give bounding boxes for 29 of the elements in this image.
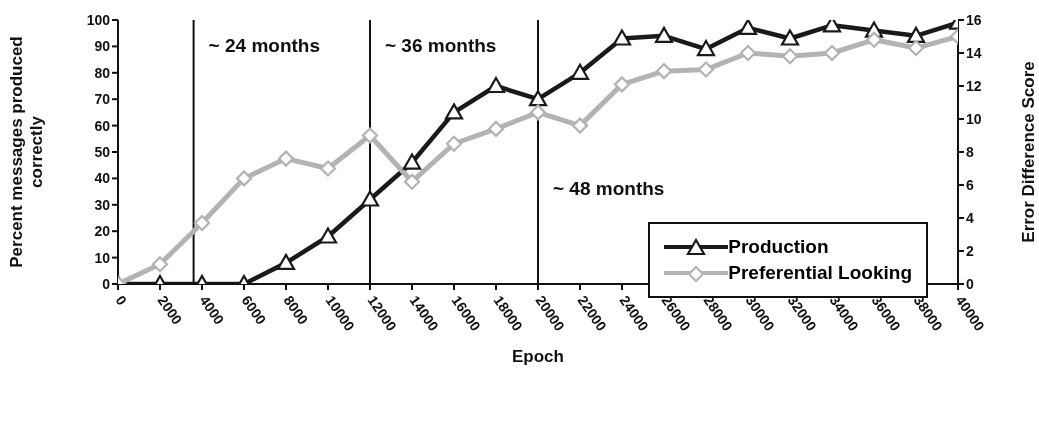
- ref-line-label: ~ 48 months: [553, 178, 665, 199]
- legend-label: Production: [728, 236, 829, 258]
- y2-tick-label: 8: [966, 143, 974, 160]
- y2-tick-label: 14: [966, 44, 982, 61]
- y-tick-label: 100: [86, 11, 111, 28]
- y-tick-label: 30: [94, 196, 111, 213]
- y2-axis-title: Error Difference Score: [1019, 61, 1039, 243]
- y-tick-label: 20: [94, 223, 111, 240]
- y2-tick-label: 16: [966, 11, 982, 28]
- y2-tick-label: 6: [966, 176, 974, 193]
- ref-line-label: ~ 24 months: [208, 35, 321, 56]
- y-tick-label: 70: [94, 91, 111, 108]
- y-tick-label: 10: [94, 249, 111, 266]
- y-tick-label: 50: [94, 143, 111, 160]
- y-tick-label: 90: [94, 38, 111, 55]
- y2-tick-label: 2: [966, 242, 974, 259]
- y-tick-label: 40: [94, 170, 111, 187]
- x-tick-label: 0: [112, 292, 131, 309]
- legend-label: Preferential Looking: [728, 262, 912, 284]
- y-tick-label: 0: [102, 275, 111, 292]
- y2-tick-label: 10: [966, 110, 982, 127]
- y-axis-title: Percent messages produced correctly: [7, 36, 46, 268]
- x-axis-title: Epoch: [512, 347, 564, 366]
- y-tick-label: 80: [94, 64, 111, 81]
- ref-line-label: ~ 36 months: [385, 35, 497, 56]
- y2-tick-label: 12: [966, 77, 982, 94]
- y2-tick-label: 0: [966, 275, 974, 292]
- y2-tick-label: 4: [966, 209, 974, 226]
- y-tick-label: 60: [94, 117, 111, 134]
